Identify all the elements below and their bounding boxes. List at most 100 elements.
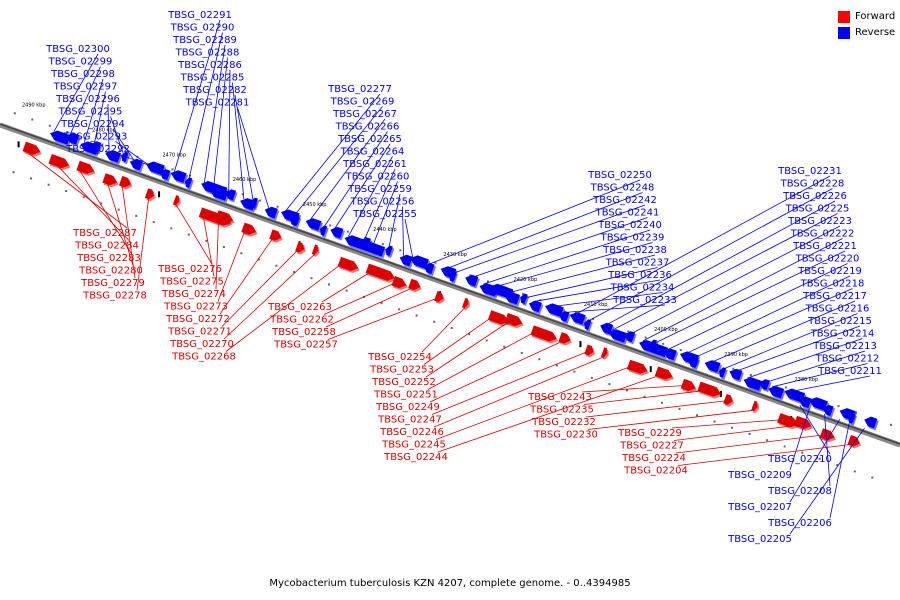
connector-line bbox=[747, 338, 863, 379]
reverse-gene-tbsg-02223 bbox=[624, 331, 636, 343]
minor-tick bbox=[241, 193, 244, 196]
minor-tick bbox=[696, 414, 699, 417]
gene-label: TBSG_02215 bbox=[807, 316, 872, 327]
connector-line bbox=[587, 409, 755, 430]
connector-line bbox=[468, 217, 648, 280]
gene-label: TBSG_02204 bbox=[623, 466, 688, 477]
connector-line bbox=[293, 106, 383, 217]
gene-label: TBSG_02210 bbox=[767, 454, 832, 465]
gene-label: TBSG_02216 bbox=[805, 304, 870, 315]
connector-line bbox=[225, 263, 343, 352]
gene-label: TBSG_02284 bbox=[74, 241, 139, 252]
gene-label: TBSG_02233 bbox=[612, 295, 677, 306]
connector-line bbox=[722, 313, 858, 370]
gene-label: TBSG_02285 bbox=[180, 73, 245, 84]
gene-label: TBSG_02257 bbox=[273, 340, 338, 351]
minor-tick bbox=[522, 292, 525, 295]
connector-line bbox=[427, 331, 535, 390]
connector-line bbox=[83, 78, 104, 143]
connector-line bbox=[585, 400, 728, 418]
connector-line bbox=[675, 434, 824, 454]
minor-tick bbox=[434, 261, 437, 264]
connector-line bbox=[789, 419, 841, 503]
forward-gene-tbsg-02262 bbox=[391, 276, 407, 289]
axis-highlight bbox=[0, 123, 900, 445]
minor-tick bbox=[853, 470, 856, 473]
minor-tick bbox=[625, 389, 628, 392]
scale-tick-mark bbox=[17, 141, 20, 148]
minor-tick bbox=[205, 239, 208, 242]
gene-label: TBSG_02235 bbox=[529, 405, 594, 416]
minor-tick bbox=[574, 311, 577, 314]
forward-gene-tbsg-02270 bbox=[311, 244, 319, 255]
connector-line bbox=[507, 254, 656, 294]
minor-tick bbox=[485, 339, 488, 342]
minor-tick bbox=[66, 130, 69, 133]
gene-label: TBSG_02292 bbox=[65, 144, 130, 155]
gene-label: TBSG_02266 bbox=[335, 122, 400, 133]
reverse-gene-tbsg-02266 bbox=[319, 225, 328, 236]
connector-line bbox=[789, 408, 810, 471]
forward-gene-tbsg-02283 bbox=[76, 160, 95, 174]
reverse-gene-tbsg-02296 bbox=[105, 150, 122, 163]
gene-label: TBSG_02217 bbox=[802, 291, 867, 302]
gene-label: TBSG_02247 bbox=[377, 415, 442, 426]
connector-line bbox=[671, 419, 782, 429]
connector-line bbox=[173, 19, 221, 175]
gene-label: TBSG_02274 bbox=[161, 289, 226, 300]
gene-label: TBSG_02238 bbox=[602, 245, 667, 256]
forward-gene-tbsg-02245 bbox=[626, 359, 648, 374]
connector-line bbox=[433, 356, 605, 428]
minor-tick bbox=[731, 426, 734, 429]
gene-label: TBSG_02272 bbox=[165, 314, 230, 325]
reverse-gene-tbsg-02237 bbox=[520, 293, 528, 305]
connector-line bbox=[203, 44, 226, 185]
forward-gene-tbsg-02258 bbox=[408, 278, 421, 291]
forward-gene-tbsg-02272 bbox=[269, 229, 282, 241]
scale-tick-label: 2420 kbp bbox=[514, 277, 538, 283]
gene-label: TBSG_02288 bbox=[175, 48, 240, 59]
reverse-gene-tbsg-02288 bbox=[209, 187, 229, 201]
reverse-gene-tbsg-02261 bbox=[360, 237, 371, 249]
gene-label: TBSG_02246 bbox=[379, 427, 444, 438]
connector-line bbox=[425, 322, 508, 378]
gene-label: TBSG_02219 bbox=[797, 266, 862, 277]
gene-label: TBSG_02258 bbox=[271, 327, 336, 338]
forward-gene-tbsg-02235 bbox=[697, 381, 721, 397]
connector-line bbox=[581, 385, 685, 393]
forward-gene-tbsg-02227 bbox=[793, 415, 812, 429]
gene-label: TBSG_02220 bbox=[795, 254, 860, 265]
forward-gene-tbsg-02244 bbox=[654, 366, 673, 380]
connector-line bbox=[213, 57, 228, 189]
minor-tick bbox=[608, 383, 611, 386]
gene-label: TBSG_02253 bbox=[369, 365, 434, 376]
gene-label: TBSG_02243 bbox=[527, 392, 592, 403]
connector-line bbox=[627, 225, 841, 336]
gene-label: TBSG_02249 bbox=[375, 402, 440, 413]
minor-tick bbox=[643, 395, 646, 398]
gene-label: TBSG_02270 bbox=[169, 339, 234, 350]
reverse-gene-tbsg-02215 bbox=[729, 368, 743, 381]
minor-tick bbox=[837, 405, 840, 408]
connector-line bbox=[25, 150, 128, 229]
connector-line bbox=[121, 185, 136, 279]
gene-label: TBSG_02212 bbox=[815, 354, 880, 365]
gene-label: TBSG_02279 bbox=[80, 278, 145, 289]
reverse-gene-tbsg-02233 bbox=[559, 310, 570, 323]
forward-gene-tbsg-02246 bbox=[600, 347, 608, 358]
reverse-gene-tbsg-02281 bbox=[264, 206, 278, 219]
connector-line bbox=[452, 204, 646, 274]
minor-tick bbox=[784, 386, 787, 389]
scale-tick-label: 2400 kbp bbox=[654, 327, 678, 333]
minor-tick bbox=[573, 370, 576, 373]
connector-line bbox=[53, 53, 99, 132]
gene-label: TBSG_02250 bbox=[587, 170, 652, 181]
map-caption: Mycobacterium tuberculosis KZN 4207, com… bbox=[269, 578, 631, 589]
gene-label: TBSG_02244 bbox=[383, 452, 448, 463]
connector-line bbox=[363, 168, 396, 242]
forward-gene-tbsg-02268 bbox=[337, 256, 359, 271]
scale-tick-mark bbox=[579, 341, 582, 348]
connector-line bbox=[221, 248, 300, 327]
gene-label: TBSG_02259 bbox=[347, 184, 412, 195]
connector-line bbox=[348, 156, 393, 237]
